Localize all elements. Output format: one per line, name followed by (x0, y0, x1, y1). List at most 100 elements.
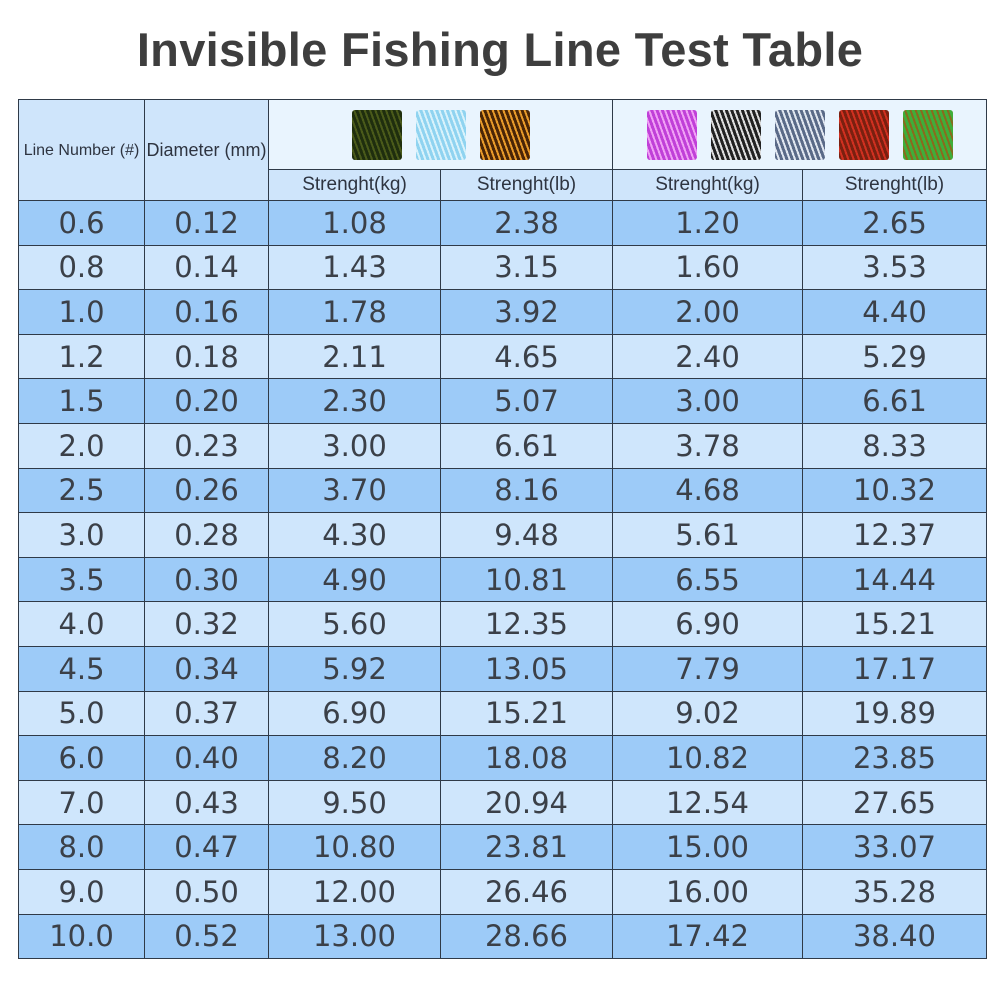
table-row: 2.0 0.23 3.00 6.61 3.78 8.33 (18, 422, 987, 469)
brown-orange-swatch (479, 109, 530, 160)
cell-strength-kg-2: 17.42 (612, 913, 803, 960)
cell-diameter: 0.23 (144, 422, 269, 469)
cell-strength-kg-2: 6.55 (612, 556, 803, 603)
cell-strength-lb-1: 18.08 (440, 735, 613, 781)
cell-strength-kg-2: 16.00 (612, 868, 803, 915)
cell-diameter: 0.52 (144, 913, 269, 960)
cell-strength-lb-1: 2.38 (440, 200, 613, 246)
cell-strength-kg-2: 10.82 (612, 735, 803, 781)
page-title: Invisible Fishing Line Test Table (136, 23, 864, 76)
light-blue-swatch (415, 109, 466, 160)
cell-strength-lb-2: 5.29 (802, 333, 987, 380)
cell-line-number: 10.0 (18, 913, 145, 960)
cell-diameter: 0.30 (144, 556, 269, 603)
cell-strength-kg-2: 3.00 (612, 378, 803, 424)
table-row: 1.5 0.20 2.30 5.07 3.00 6.61 (18, 378, 987, 424)
table-row: 0.6 0.12 1.08 2.38 1.20 2.65 (18, 200, 987, 246)
cell-line-number: 7.0 (18, 779, 145, 826)
cell-strength-lb-1: 28.66 (440, 913, 613, 960)
table-row: 8.0 0.47 10.80 23.81 15.00 33.07 (18, 824, 987, 870)
cell-strength-lb-2: 10.32 (802, 467, 987, 514)
swatch-group-1 (268, 99, 613, 170)
cell-diameter: 0.18 (144, 333, 269, 380)
cell-strength-lb-1: 8.16 (440, 467, 613, 514)
table-row: 5.0 0.37 6.90 15.21 9.02 19.89 (18, 690, 987, 737)
cell-line-number: 2.0 (18, 422, 145, 469)
purple-pink-swatch (646, 109, 697, 160)
cell-line-number: 5.0 (18, 690, 145, 737)
line-test-table: Line Number (#) Diameter (mm) Strenght(k… (18, 99, 987, 960)
cell-diameter: 0.20 (144, 378, 269, 424)
cell-strength-lb-1: 15.21 (440, 690, 613, 737)
cell-strength-lb-2: 12.37 (802, 512, 987, 558)
cell-diameter: 0.28 (144, 512, 269, 558)
cell-strength-lb-1: 9.48 (440, 512, 613, 558)
cell-strength-lb-1: 10.81 (440, 556, 613, 603)
cell-strength-kg-2: 5.61 (612, 512, 803, 558)
gray-blue-swatch (774, 109, 825, 160)
cell-strength-lb-2: 8.33 (802, 422, 987, 469)
red-brown-green-swatch (838, 109, 889, 160)
cell-line-number: 9.0 (18, 868, 145, 915)
table-row: 2.5 0.26 3.70 8.16 4.68 10.32 (18, 467, 987, 514)
cell-strength-kg-1: 2.11 (268, 333, 441, 380)
cell-diameter: 0.14 (144, 244, 269, 291)
cell-strength-kg-2: 6.90 (612, 601, 803, 647)
cell-diameter: 0.43 (144, 779, 269, 826)
table-row: 7.0 0.43 9.50 20.94 12.54 27.65 (18, 779, 987, 826)
cell-line-number: 1.2 (18, 333, 145, 380)
cell-diameter: 0.37 (144, 690, 269, 737)
cell-diameter: 0.32 (144, 601, 269, 647)
table-row: 10.0 0.52 13.00 28.66 17.42 38.40 (18, 913, 987, 960)
header-diameter: Diameter (mm) (144, 99, 269, 201)
black-white-swatch (710, 109, 761, 160)
green-brown-camo-swatch (902, 109, 953, 160)
cell-strength-kg-2: 3.78 (612, 422, 803, 469)
cell-diameter: 0.16 (144, 289, 269, 335)
dark-green-camo-swatch (351, 109, 402, 160)
cell-strength-lb-2: 17.17 (802, 645, 987, 692)
cell-strength-kg-1: 1.78 (268, 289, 441, 335)
cell-strength-lb-2: 23.85 (802, 735, 987, 781)
cell-line-number: 1.5 (18, 378, 145, 424)
cell-strength-kg-1: 1.43 (268, 244, 441, 291)
cell-strength-lb-1: 4.65 (440, 333, 613, 380)
cell-strength-kg-1: 12.00 (268, 868, 441, 915)
table-row: 4.0 0.32 5.60 12.35 6.90 15.21 (18, 601, 987, 647)
cell-strength-lb-2: 35.28 (802, 868, 987, 915)
table-row: 6.0 0.40 8.20 18.08 10.82 23.85 (18, 735, 987, 781)
cell-diameter: 0.26 (144, 467, 269, 514)
cell-strength-lb-2: 4.40 (802, 289, 987, 335)
table-row: 1.0 0.16 1.78 3.92 2.00 4.40 (18, 289, 987, 335)
cell-line-number: 8.0 (18, 824, 145, 870)
cell-strength-kg-1: 3.70 (268, 467, 441, 514)
cell-strength-lb-1: 3.15 (440, 244, 613, 291)
header-line-number: Line Number (#) (18, 99, 145, 201)
cell-line-number: 6.0 (18, 735, 145, 781)
cell-strength-kg-1: 3.00 (268, 422, 441, 469)
cell-line-number: 3.0 (18, 512, 145, 558)
cell-strength-kg-1: 2.30 (268, 378, 441, 424)
cell-strength-lb-2: 15.21 (802, 601, 987, 647)
cell-line-number: 2.5 (18, 467, 145, 514)
table-row: 4.5 0.34 5.92 13.05 7.79 17.17 (18, 645, 987, 692)
cell-strength-lb-2: 27.65 (802, 779, 987, 826)
header-strength-lb-2: Strenght(lb) (802, 169, 987, 201)
cell-strength-lb-2: 19.89 (802, 690, 987, 737)
cell-strength-kg-1: 6.90 (268, 690, 441, 737)
cell-strength-lb-1: 5.07 (440, 378, 613, 424)
cell-strength-lb-1: 6.61 (440, 422, 613, 469)
cell-strength-kg-1: 4.90 (268, 556, 441, 603)
cell-strength-kg-2: 12.54 (612, 779, 803, 826)
cell-strength-kg-1: 5.60 (268, 601, 441, 647)
cell-strength-kg-2: 2.40 (612, 333, 803, 380)
cell-strength-kg-1: 5.92 (268, 645, 441, 692)
cell-strength-kg-2: 1.60 (612, 244, 803, 291)
cell-diameter: 0.40 (144, 735, 269, 781)
cell-strength-kg-1: 9.50 (268, 779, 441, 826)
cell-diameter: 0.47 (144, 824, 269, 870)
cell-strength-kg-2: 9.02 (612, 690, 803, 737)
cell-strength-lb-1: 26.46 (440, 868, 613, 915)
cell-diameter: 0.34 (144, 645, 269, 692)
header-strength-lb-1: Strenght(lb) (440, 169, 613, 201)
